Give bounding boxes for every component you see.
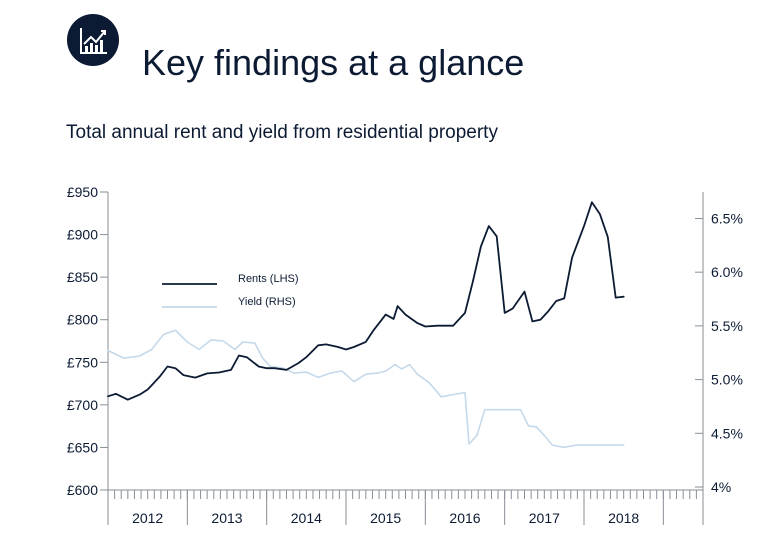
right-tick-label: 4% bbox=[711, 479, 731, 495]
x-axis: 2012 2013 2014 2015 2016 2017 2018 bbox=[107, 489, 704, 526]
right-tick-label: 4.5% bbox=[711, 425, 743, 441]
chart-title: Total annual rent and yield from residen… bbox=[66, 122, 498, 143]
left-tick-label: £950 bbox=[67, 184, 98, 200]
legend-yield-label: Yield (RHS) bbox=[238, 296, 296, 308]
x-tick-label: 2014 bbox=[291, 510, 322, 526]
x-tick-label: 2013 bbox=[211, 510, 242, 526]
x-tick-label: 2015 bbox=[370, 510, 401, 526]
bar-chart-growth-icon bbox=[67, 14, 119, 66]
page-title: Key findings at a glance bbox=[142, 42, 525, 83]
x-tick-label: 2016 bbox=[449, 510, 480, 526]
right-tick-label: 5.0% bbox=[711, 372, 743, 388]
x-tick-label: 2018 bbox=[608, 510, 639, 526]
left-tick-label: £750 bbox=[67, 354, 98, 370]
left-tick-label: £600 bbox=[67, 482, 98, 498]
left-tick-label: £800 bbox=[67, 312, 98, 328]
left-tick-label: £700 bbox=[67, 397, 98, 413]
series-layer bbox=[107, 201, 625, 449]
right-tick-label: 5.5% bbox=[711, 318, 743, 334]
x-tick-label: 2017 bbox=[529, 510, 560, 526]
right-y-axis: 4% 4.5% 5.0% 5.5% 6.0% 6.5% bbox=[695, 192, 743, 525]
legend: Rents (LHS) Yield (RHS) bbox=[162, 273, 299, 308]
rents-series-line bbox=[107, 201, 625, 401]
right-tick-label: 6.0% bbox=[711, 264, 743, 280]
left-y-axis: £600 £650 £700 £750 £800 £850 £900 £950 bbox=[67, 184, 109, 498]
right-tick-label: 6.5% bbox=[711, 210, 743, 226]
legend-rents-label: Rents (LHS) bbox=[238, 273, 299, 285]
left-tick-label: £650 bbox=[67, 439, 98, 455]
left-tick-label: £900 bbox=[67, 227, 98, 243]
yield-series-line bbox=[107, 329, 625, 449]
x-tick-label: 2012 bbox=[132, 510, 163, 526]
left-tick-label: £850 bbox=[67, 269, 98, 285]
